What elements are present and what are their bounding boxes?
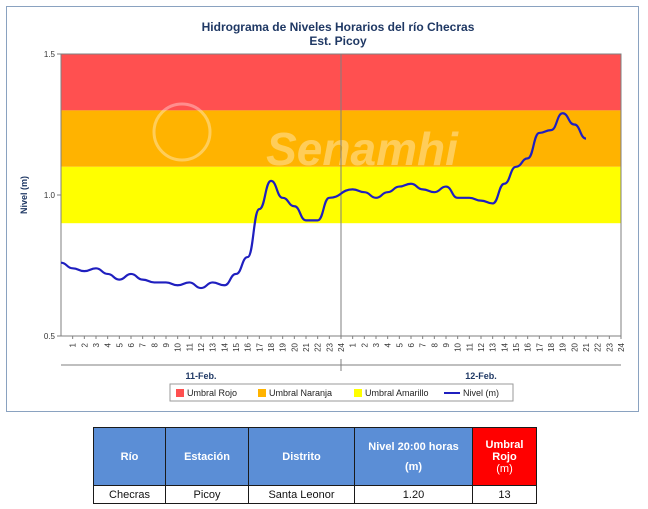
legend-swatch bbox=[258, 389, 266, 397]
x-tick-label: 20 bbox=[570, 342, 579, 351]
table-header-row: Río Estación Distrito Nivel 20:00 horas … bbox=[93, 427, 537, 486]
legend-label: Umbral Naranja bbox=[269, 388, 332, 398]
x-tick-label: 24 bbox=[617, 342, 626, 351]
legend-label: Nivel (m) bbox=[463, 388, 499, 398]
x-tick-label: 5 bbox=[115, 342, 124, 347]
x-tick-label: 9 bbox=[162, 342, 171, 347]
x-tick-label: 16 bbox=[244, 342, 253, 351]
x-tick-label: 21 bbox=[302, 342, 311, 351]
x-tick-label: 17 bbox=[535, 342, 544, 351]
x-tick-label: 18 bbox=[267, 342, 276, 351]
x-tick-label: 9 bbox=[442, 342, 451, 347]
header-umbral-text: Umbral Rojo bbox=[485, 438, 524, 463]
legend-box bbox=[169, 383, 514, 402]
x-tick-label: 23 bbox=[605, 342, 614, 351]
x-tick-label: 11 bbox=[185, 342, 194, 351]
header-umbral-unit: (m) bbox=[496, 462, 513, 475]
chart-subtitle: Est. Picoy bbox=[309, 34, 367, 48]
x-tick-label: 14 bbox=[220, 342, 229, 351]
x-tick-label: 19 bbox=[559, 342, 568, 351]
x-tick-label: 8 bbox=[150, 342, 159, 347]
chart-canvas: Hidrograma de Niveles Horarios del río C… bbox=[19, 20, 626, 402]
legend-label: Umbral Amarillo bbox=[365, 388, 429, 398]
y-tick-label: 1.5 bbox=[44, 50, 56, 59]
x-tick-label: 13 bbox=[489, 342, 498, 351]
date-label-day1: 11-Feb. bbox=[185, 371, 216, 381]
x-tick-label: 19 bbox=[279, 342, 288, 351]
x-tick-label: 6 bbox=[407, 342, 416, 347]
x-tick-label: 17 bbox=[255, 342, 264, 351]
header-distrito: Distrito bbox=[248, 427, 355, 486]
header-nivel-text: Nivel 20:00 horas bbox=[368, 440, 459, 453]
y-tick-label: 1.0 bbox=[44, 191, 56, 200]
x-tick-label: 4 bbox=[104, 342, 113, 347]
x-tick-label: 16 bbox=[524, 342, 533, 351]
cell-nivel: 1.20 bbox=[354, 485, 473, 504]
header-nivel: Nivel 20:00 horas (m) bbox=[354, 427, 473, 486]
x-tick-label: 3 bbox=[372, 342, 381, 347]
x-tick-label: 4 bbox=[384, 342, 393, 347]
x-tick-label: 11 bbox=[465, 342, 474, 351]
header-nivel-unit: (m) bbox=[404, 460, 423, 473]
chart-title: Hidrograma de Niveles Horarios del río C… bbox=[202, 20, 475, 34]
y-axis-label: Nivel (m) bbox=[19, 176, 29, 214]
x-tick-label: 2 bbox=[360, 342, 369, 347]
x-tick-label: 3 bbox=[92, 342, 101, 347]
station-info-table: Río Estación Distrito Nivel 20:00 horas … bbox=[93, 427, 537, 504]
header-umbral: Umbral Rojo (m) bbox=[472, 427, 537, 486]
y-tick-label: 0.5 bbox=[44, 332, 56, 341]
x-tick-label: 10 bbox=[454, 342, 463, 351]
x-tick-label: 12 bbox=[477, 342, 486, 351]
series-line-nivel bbox=[60, 112, 587, 290]
legend-label: Umbral Rojo bbox=[187, 388, 237, 398]
x-tick-label: 5 bbox=[395, 342, 404, 347]
x-tick-label: 8 bbox=[430, 342, 439, 347]
x-tick-label: 22 bbox=[314, 342, 323, 351]
legend-swatch bbox=[176, 389, 184, 397]
x-tick-label: 1 bbox=[349, 342, 358, 347]
x-tick-label: 12 bbox=[197, 342, 206, 351]
watermark-sun-icon bbox=[152, 102, 212, 162]
x-tick-label: 15 bbox=[232, 342, 241, 351]
header-estacion: Estación bbox=[165, 427, 249, 486]
x-tick-label: 20 bbox=[290, 342, 299, 351]
x-tick-label: 2 bbox=[80, 342, 89, 347]
cell-distrito: Santa Leonor bbox=[248, 485, 355, 504]
date-label-day2: 12-Feb. bbox=[465, 371, 497, 381]
x-tick-label: 18 bbox=[547, 342, 556, 351]
x-tick-label: 23 bbox=[325, 342, 334, 351]
cell-umbral: 13 bbox=[472, 485, 537, 504]
x-tick-label: 7 bbox=[419, 342, 428, 347]
watermark-text: Senamhi bbox=[266, 123, 459, 175]
cell-rio: Checras bbox=[93, 485, 166, 504]
x-tick-label: 13 bbox=[209, 342, 218, 351]
cell-estacion: Picoy bbox=[165, 485, 249, 504]
table-row: Checras Picoy Santa Leonor 1.20 13 bbox=[93, 485, 537, 504]
x-tick-label: 7 bbox=[139, 342, 148, 347]
x-tick-label: 22 bbox=[594, 342, 603, 351]
x-tick-label: 21 bbox=[582, 342, 591, 351]
header-rio: Río bbox=[93, 427, 166, 486]
x-tick-label: 24 bbox=[337, 342, 346, 351]
x-tick-label: 10 bbox=[174, 342, 183, 351]
legend-swatch bbox=[354, 389, 362, 397]
x-tick-label: 15 bbox=[512, 342, 521, 351]
hydrograph-chart: Hidrograma de Niveles Horarios del río C… bbox=[6, 6, 639, 412]
x-tick-label: 6 bbox=[127, 342, 136, 347]
x-tick-label: 1 bbox=[69, 342, 78, 347]
x-tick-label: 14 bbox=[500, 342, 509, 351]
